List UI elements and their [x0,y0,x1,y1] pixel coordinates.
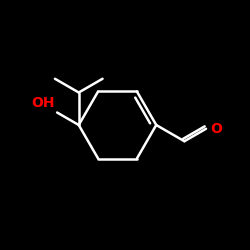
Text: O: O [210,122,222,136]
Text: OH: OH [31,96,54,110]
